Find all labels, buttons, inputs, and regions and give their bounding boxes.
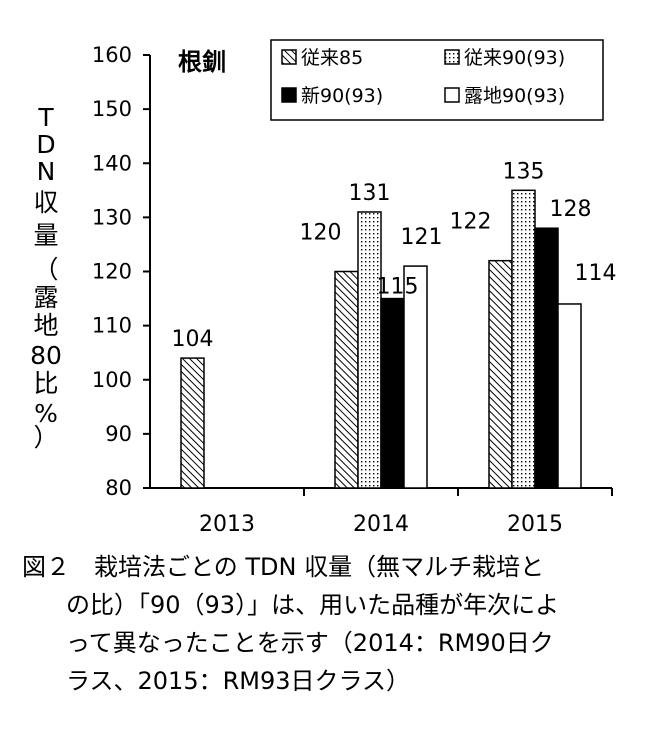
- data-labels: 104 120 122 131 135 115 128 121 114: [172, 159, 617, 352]
- legend-label: 従来90(93): [464, 47, 565, 69]
- data-label: 135: [503, 159, 545, 184]
- y-axis-label-glyph: D: [36, 130, 55, 159]
- y-tick-label: 100: [92, 368, 132, 392]
- y-axis-label-glyph: （: [33, 255, 58, 284]
- legend-label: 新90(93): [301, 85, 383, 107]
- y-axis-label-glyph: T: [37, 103, 54, 132]
- y-tick-label: 110: [92, 314, 132, 338]
- legend-swatch: [281, 87, 297, 103]
- data-label: 128: [550, 197, 592, 222]
- axes: 80 90 100 110 120 130 140 150 160 2013 2014 2015: [92, 43, 613, 537]
- legend-label: 従来85: [301, 47, 363, 69]
- caption-line: の比）「90（93）」は、用いた品種が年次によ: [66, 591, 560, 619]
- caption-line: って異なったことを示す（2014：RM90日ク: [66, 629, 554, 657]
- data-label: 115: [377, 275, 419, 300]
- bar: [380, 297, 405, 489]
- y-tick-label: 160: [92, 43, 132, 67]
- y-axis-label-glyph: 収: [33, 188, 58, 217]
- y-tick-label: 80: [105, 476, 132, 500]
- legend-frame: [270, 39, 604, 121]
- x-tick-label: 2015: [507, 512, 563, 537]
- caption-line: ラス、2015：RM93日クラス）: [66, 667, 411, 695]
- bar: [180, 357, 205, 489]
- x-tick-label: 2013: [199, 512, 255, 537]
- legend-swatch: [444, 87, 460, 103]
- y-axis-label-glyph: 量: [33, 221, 58, 250]
- bar: [334, 270, 359, 489]
- bar: [488, 259, 513, 489]
- y-axis-label-glyph: %: [34, 399, 58, 428]
- y-axis-label-glyph: 比: [33, 369, 58, 398]
- bar: [357, 211, 382, 489]
- legend-label: 露地90(93): [464, 85, 565, 107]
- y-axis-label-glyph: ）: [33, 423, 58, 452]
- data-label: 104: [172, 327, 214, 352]
- data-label: 122: [450, 210, 492, 235]
- y-tick-label: 90: [105, 422, 132, 446]
- bars: [180, 189, 582, 489]
- bar: [557, 303, 582, 489]
- figure-caption: 図２ 栽培法ごとの TDN 収量（無マルチ栽培と の比）「90（93）」は、用い…: [22, 548, 637, 700]
- legend-swatch: [444, 49, 460, 65]
- y-axis-label-glyph: 露: [33, 283, 58, 312]
- bar: [403, 265, 428, 489]
- data-label: 131: [349, 181, 391, 206]
- data-label: 121: [401, 225, 443, 250]
- data-label: 120: [300, 221, 342, 246]
- legend-swatch: [281, 49, 297, 65]
- x-tick-label: 2014: [353, 512, 409, 537]
- y-axis-label-glyph: N: [37, 157, 56, 186]
- y-axis-label-glyph: 地: [33, 311, 58, 340]
- caption-line: 図２ 栽培法ごとの TDN 収量（無マルチ栽培と: [22, 553, 545, 581]
- data-label: 114: [575, 261, 617, 286]
- y-tick-label: 130: [92, 205, 132, 229]
- y-axis-label-glyph: 80: [30, 341, 62, 370]
- y-tick-label: 120: [92, 260, 132, 284]
- bar: [534, 227, 559, 489]
- chart-subtitle: 根釧: [178, 48, 226, 76]
- legend: 従来85 従来90(93) 新90(93) 露地90(93): [270, 39, 604, 121]
- y-tick-label: 150: [92, 97, 132, 121]
- y-tick-label: 140: [92, 151, 132, 175]
- bar: [511, 189, 536, 489]
